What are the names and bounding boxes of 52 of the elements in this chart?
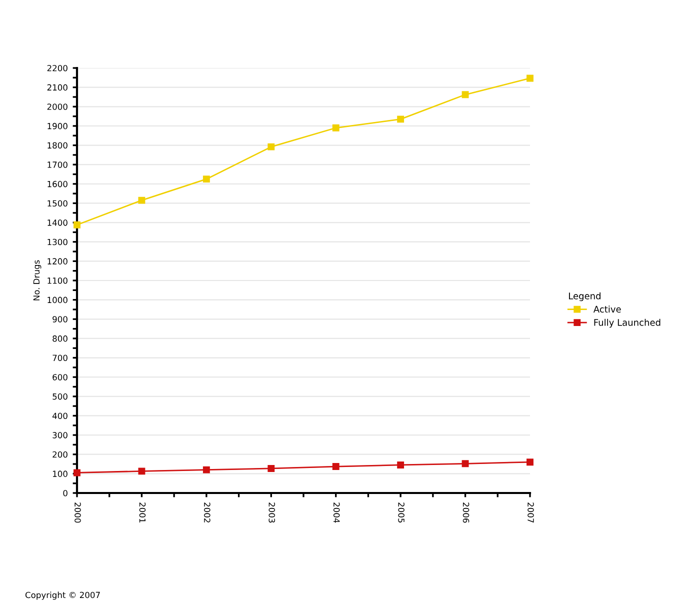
y-tick-label: 1700 [48, 162, 68, 168]
y-tick-label: 700 [52, 354, 68, 362]
y-tick-label: 1500 [48, 200, 68, 207]
y-tick-label: 300 [52, 432, 68, 438]
point [202, 466, 210, 474]
legend-title: Legend [569, 292, 600, 302]
y-tick-label: 500 [52, 393, 68, 400]
y-axis-title: No. Drugs [33, 260, 42, 300]
y-tick-label: 1300 [48, 238, 68, 246]
y-tick-label: 2000 [47, 104, 68, 110]
text: Copyright © 2007 [25, 592, 100, 600]
y-tick-label: 600 [52, 374, 68, 380]
point [526, 458, 534, 466]
y-tick-label: 1000 [48, 296, 68, 304]
x-tick-label: 2002 [204, 502, 210, 522]
y-tick-label: 1100 [48, 277, 68, 284]
point [202, 176, 210, 183]
point [462, 91, 469, 98]
x-tick-label: 2007 [528, 502, 534, 523]
point [526, 74, 534, 82]
y-tick-label: 1800 [48, 142, 68, 149]
point [397, 462, 404, 468]
y-tick-label: 200 [52, 451, 68, 458]
x-tick-label: 2004 [333, 502, 340, 523]
y-tick-label: 1900 [48, 122, 68, 130]
y-tick-label: 800 [52, 335, 68, 342]
point [268, 143, 275, 150]
y-tick-label: 400 [52, 412, 68, 420]
y-tick-label: 900 [52, 316, 68, 322]
y-tick-label: 2100 [47, 84, 68, 91]
x-tick-label: 2006 [462, 502, 470, 523]
y-tick-label: 1600 [48, 180, 68, 188]
y-tick-label: 2200 [47, 64, 68, 72]
y-tick-label: 100 [52, 470, 68, 477]
y-tick-label: 0 [63, 490, 68, 496]
x-tick-label: 2001 [139, 502, 146, 522]
point [74, 469, 80, 476]
legend-label: Active [593, 306, 621, 313]
y-tick-label: 1200 [48, 258, 68, 264]
x-tick-label: 2005 [398, 502, 404, 523]
point [138, 468, 146, 475]
y-tick-label: 1400 [48, 220, 68, 226]
point [332, 463, 340, 470]
x-tick-label: 2000 [74, 502, 81, 523]
x-tick-label: 2003 [268, 502, 276, 523]
point [332, 124, 340, 132]
legend-label: Fully Launched [594, 318, 660, 328]
point [462, 460, 469, 468]
point [268, 464, 275, 472]
point [74, 221, 80, 228]
point [138, 196, 146, 204]
point [397, 116, 404, 123]
